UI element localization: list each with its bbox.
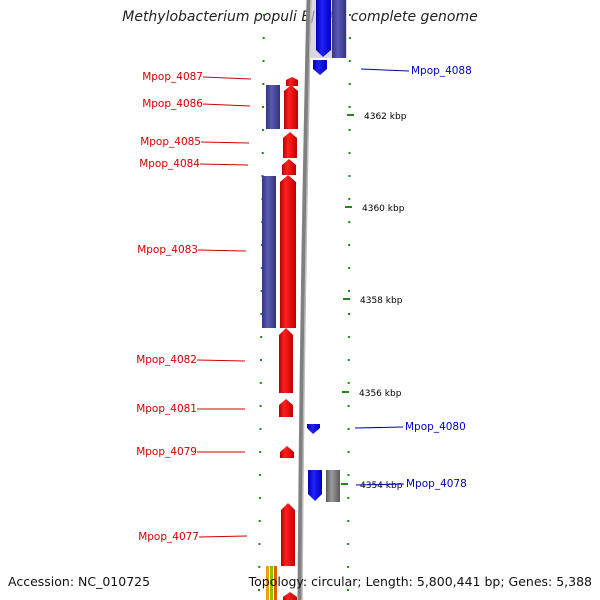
gene-arrow-4088a[interactable] <box>316 0 331 57</box>
tick-mark-left <box>258 566 261 568</box>
tick-mark-left <box>260 359 262 361</box>
gene-arrow-4082[interactable] <box>279 328 293 393</box>
gene-label-4081[interactable]: Mpop_4081 <box>136 403 197 415</box>
gene-arrow-4078[interactable] <box>308 470 322 501</box>
gene-label-4082[interactable]: Mpop_4082 <box>136 354 197 366</box>
genome-backbone-highlight <box>301 0 312 600</box>
tick-mark-left <box>259 451 262 453</box>
tick-mark-right <box>348 244 351 246</box>
tick-mark-right <box>348 106 351 108</box>
scale-label-4356: 4356 kbp <box>359 389 402 399</box>
gene-label-4084[interactable]: Mpop_4084 <box>139 158 200 170</box>
map-title: Methylobacterium populi BJ001, complete … <box>122 9 478 25</box>
gene-arrow-4088[interactable] <box>313 60 327 75</box>
cds-block-4083[interactable] <box>262 176 276 328</box>
tick-mark-left <box>259 382 262 384</box>
gene-label-4080[interactable]: Mpop_4080 <box>405 421 466 433</box>
tick-mark-right <box>348 60 351 62</box>
tick-mark-right <box>348 175 351 177</box>
tick-mark-right <box>349 14 351 16</box>
gene-arrow-4079[interactable] <box>280 446 294 458</box>
left-gene-labels: Mpop_4087 Mpop_4086 Mpop_4085 Mpop_4084 … <box>136 71 252 543</box>
tick-mark-right <box>348 198 351 200</box>
tick-mark-right <box>347 336 350 338</box>
gene-arrow-4081[interactable] <box>279 399 293 417</box>
tick-mark-right <box>348 37 351 39</box>
tick-mark-right <box>347 451 350 453</box>
tick-mark-right <box>347 543 350 545</box>
tick-mark-right <box>348 290 350 292</box>
gene-label-4087[interactable]: Mpop_4087 <box>142 71 203 83</box>
tick-mark-left <box>259 405 262 407</box>
gene-label-4086[interactable]: Mpop_4086 <box>142 98 203 110</box>
tick-mark-right <box>347 520 350 522</box>
gene-arrow-4084[interactable] <box>282 159 296 175</box>
tick-mark-right <box>348 83 351 85</box>
gene-label-4079[interactable]: Mpop_4079 <box>136 446 197 458</box>
tick-mark-right <box>348 313 350 315</box>
tick-mark-left <box>262 14 265 16</box>
feature-stripe-red <box>274 566 277 600</box>
genome-backbone <box>297 0 312 600</box>
gene-arrow-4085[interactable] <box>283 132 297 158</box>
gene-arrow-partial[interactable] <box>283 592 297 600</box>
tick-mark-right <box>347 497 350 499</box>
tick-mark-left <box>258 543 261 545</box>
tick-mark-right <box>348 129 351 131</box>
scale-labels: 4362 kbp 4360 kbp 4358 kbp 4356 kbp 4354… <box>341 112 407 491</box>
tick-mark-left <box>260 267 263 269</box>
tick-mark-right <box>348 267 351 269</box>
tick-mark-left <box>260 336 263 338</box>
tick-mark-right <box>347 405 350 407</box>
feature-stripe-green <box>270 566 273 600</box>
tick-mark-right <box>347 428 350 430</box>
cds-block-4086[interactable] <box>266 85 280 129</box>
gene-arrow-4080[interactable] <box>307 424 320 434</box>
tick-mark-left <box>260 313 263 315</box>
gene-arrow-4077[interactable] <box>281 503 295 566</box>
tick-mark-left <box>260 290 263 292</box>
gene-label-4077[interactable]: Mpop_4077 <box>138 531 199 543</box>
tick-mark-right <box>347 589 349 591</box>
tick-track-right <box>347 14 351 591</box>
tick-mark-right <box>347 566 350 568</box>
gene-label-4085[interactable]: Mpop_4085 <box>140 136 201 148</box>
tick-mark-left <box>259 474 262 476</box>
feature-stripe-orange <box>266 566 269 600</box>
gene-label-4088[interactable]: Mpop_4088 <box>411 65 472 77</box>
right-gene-labels: Mpop_4088 Mpop_4080 Mpop_4078 <box>354 65 472 490</box>
feature-block-4078[interactable] <box>326 470 340 502</box>
tick-mark-left <box>258 520 261 522</box>
tick-mark-right <box>347 382 350 384</box>
tick-mark-left <box>259 428 262 430</box>
gene-label-4083[interactable]: Mpop_4083 <box>137 244 198 256</box>
scale-label-4354: 4354 kbp <box>360 481 403 491</box>
scale-label-4358: 4358 kbp <box>360 296 403 306</box>
scale-label-4362: 4362 kbp <box>364 112 407 122</box>
tick-mark-right <box>347 474 350 476</box>
tick-mark-left <box>262 106 265 108</box>
gene-arrow-4083[interactable] <box>280 175 296 328</box>
scale-label-4360: 4360 kbp <box>362 204 405 214</box>
tick-mark-right <box>347 359 350 361</box>
tick-mark-right <box>348 152 351 154</box>
tick-mark-left <box>262 83 265 85</box>
topology-text: Topology: circular; Length: 5,800,441 bp… <box>248 574 592 589</box>
tick-mark-left <box>262 37 265 39</box>
tick-mark-left <box>258 589 261 591</box>
accession-text: Accession: NC_010725 <box>8 574 151 589</box>
gene-arrow-4086[interactable] <box>284 85 298 129</box>
tick-mark-left <box>261 129 264 131</box>
gene-label-4078[interactable]: Mpop_4078 <box>406 478 467 490</box>
gene-arrow-4087[interactable] <box>286 77 298 86</box>
tick-mark-left <box>262 60 265 62</box>
cds-block-4088[interactable] <box>332 0 346 58</box>
tick-mark-left <box>258 497 261 499</box>
tick-mark-right <box>348 221 351 223</box>
tick-mark-left <box>261 152 264 154</box>
